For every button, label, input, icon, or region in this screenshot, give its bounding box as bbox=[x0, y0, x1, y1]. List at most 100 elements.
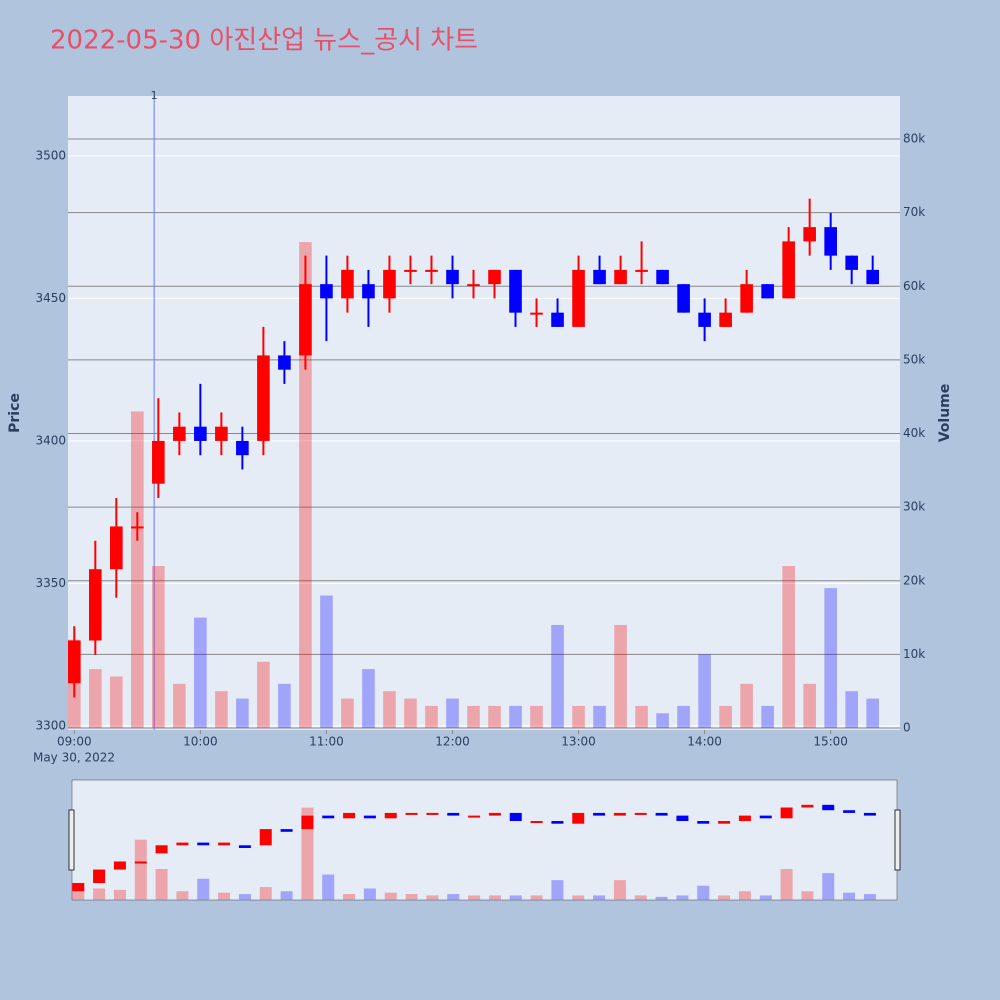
y2-tick-label: 60k bbox=[903, 279, 925, 293]
candle-body bbox=[593, 269, 606, 285]
candle-body bbox=[446, 269, 459, 285]
y2-axis-title: Volume bbox=[937, 384, 953, 443]
slider-candle bbox=[822, 804, 835, 811]
slider-candle bbox=[218, 842, 231, 846]
slider-candle bbox=[363, 815, 376, 819]
volume-bar bbox=[509, 705, 522, 729]
slider-candle bbox=[697, 821, 710, 824]
slider-handle[interactable] bbox=[68, 809, 75, 871]
slider-volume bbox=[322, 874, 335, 900]
slider-handle[interactable] bbox=[894, 809, 901, 871]
volume-bar bbox=[257, 661, 270, 729]
slider-volume bbox=[93, 888, 106, 900]
volume-bar bbox=[341, 698, 354, 729]
chart-title: 2022-05-30 아진산업 뉴스_공시 차트 bbox=[50, 26, 478, 56]
y-tick-label: 3450 bbox=[35, 291, 66, 305]
x-tick-label: 12:00 bbox=[435, 735, 470, 749]
x-tick-label: 13:00 bbox=[561, 735, 596, 749]
volume-bar bbox=[845, 691, 858, 729]
candle-body bbox=[68, 640, 81, 684]
slider-candle bbox=[738, 815, 751, 822]
candle-body bbox=[236, 440, 249, 456]
slider-candle bbox=[93, 869, 106, 884]
slider-volume bbox=[780, 868, 793, 900]
volume-bar bbox=[782, 566, 795, 729]
y-tick-label: 3500 bbox=[35, 148, 66, 162]
candle-body bbox=[614, 269, 627, 285]
candle-body bbox=[362, 284, 375, 299]
volume-bar bbox=[320, 595, 333, 729]
slider-candle bbox=[801, 804, 814, 808]
volume-bar bbox=[740, 683, 753, 729]
y2-tick-label: 70k bbox=[903, 205, 925, 219]
slider-volume bbox=[238, 894, 251, 900]
x-tick-label: 14:00 bbox=[687, 735, 722, 749]
candle-body bbox=[257, 355, 270, 441]
plot-area bbox=[68, 96, 900, 730]
slider-candle bbox=[759, 815, 772, 819]
candle-body bbox=[845, 255, 858, 270]
slider-candle bbox=[176, 842, 189, 846]
y2-tick-label: 0 bbox=[903, 721, 911, 735]
slider-candle bbox=[863, 812, 876, 816]
candle-body bbox=[803, 227, 816, 242]
slider-volume bbox=[218, 892, 231, 900]
candle-body bbox=[824, 227, 837, 256]
candle-body bbox=[215, 426, 228, 441]
slider-volume bbox=[259, 887, 272, 900]
candle-body bbox=[89, 569, 102, 641]
slider-volume bbox=[634, 895, 647, 900]
slider-candle bbox=[468, 815, 481, 818]
slider-volume bbox=[468, 895, 481, 900]
volume-bar bbox=[299, 242, 312, 729]
slider-volume bbox=[863, 894, 876, 900]
candle-body bbox=[866, 269, 879, 285]
y-tick-label: 3350 bbox=[35, 576, 66, 590]
slider-candle bbox=[593, 812, 606, 816]
volume-bar bbox=[194, 617, 207, 729]
slider-candle bbox=[780, 807, 793, 819]
slider-volume bbox=[843, 892, 856, 900]
candle-body bbox=[152, 440, 165, 484]
volume-bar bbox=[803, 683, 816, 729]
candle-body bbox=[383, 269, 396, 299]
candle-body bbox=[404, 269, 417, 272]
slider-volume bbox=[176, 891, 189, 900]
slider-candle bbox=[655, 812, 668, 816]
slider-volume bbox=[384, 892, 397, 900]
slider-volume bbox=[655, 896, 668, 900]
candle-body bbox=[278, 355, 291, 370]
volume-bar bbox=[824, 588, 837, 729]
y2-tick-label: 10k bbox=[903, 647, 925, 661]
slider-candle bbox=[551, 821, 564, 824]
slider-volume bbox=[134, 839, 147, 900]
slider-candle bbox=[843, 810, 856, 813]
slider-volume bbox=[593, 895, 606, 900]
candle-body bbox=[761, 284, 774, 299]
volume-bar bbox=[425, 705, 438, 729]
candle-body bbox=[299, 284, 312, 356]
x-tick-label: 11:00 bbox=[309, 735, 344, 749]
slider-candle bbox=[384, 812, 397, 819]
volume-bar bbox=[761, 705, 774, 729]
slider-candle bbox=[301, 815, 314, 830]
candle-body bbox=[425, 269, 438, 272]
slider-volume bbox=[822, 873, 835, 900]
slider-candle bbox=[322, 815, 335, 819]
slider-volume bbox=[447, 894, 460, 900]
slider-candle bbox=[405, 812, 418, 815]
volume-bar bbox=[677, 705, 690, 729]
volume-bar bbox=[131, 411, 144, 729]
x-tick-label: 15:00 bbox=[813, 735, 848, 749]
slider-volume bbox=[301, 807, 314, 900]
volume-bar bbox=[278, 683, 291, 729]
slider-volume bbox=[759, 895, 772, 900]
slider-volume bbox=[676, 895, 689, 900]
slider-candle bbox=[197, 842, 210, 846]
volume-bar bbox=[551, 624, 564, 729]
slider-candle bbox=[509, 812, 522, 822]
range-slider[interactable] bbox=[71, 779, 898, 901]
slider-candle bbox=[343, 812, 356, 819]
slider-candle bbox=[134, 861, 147, 864]
y2-tick-label: 20k bbox=[903, 573, 925, 587]
